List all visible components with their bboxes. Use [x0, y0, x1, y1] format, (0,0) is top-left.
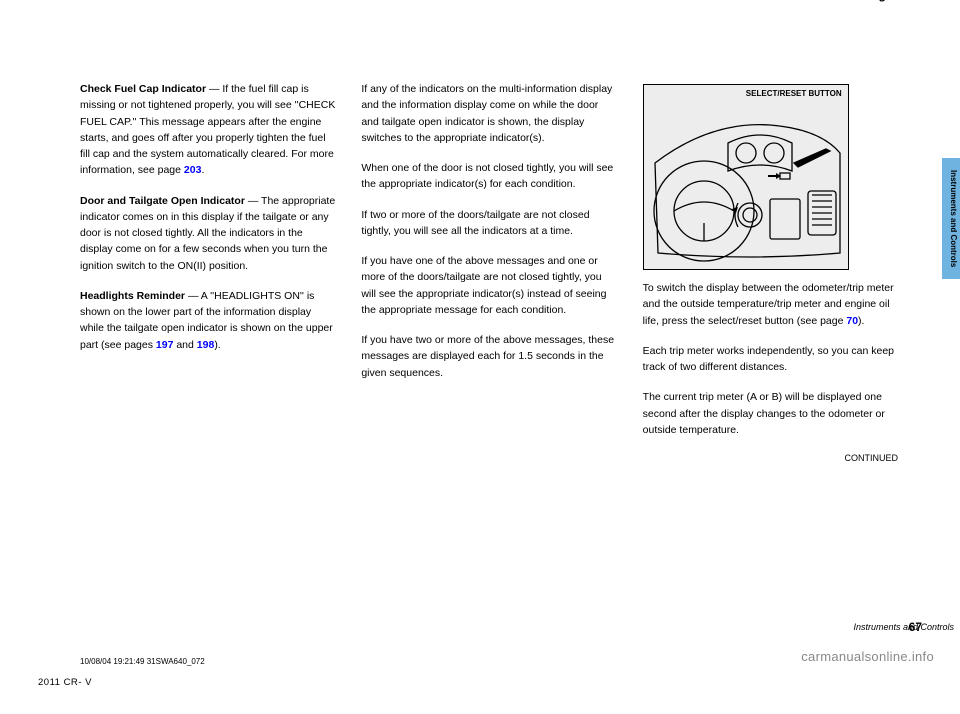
- para-door-tailgate: Door and Tailgate Open Indicator — The a…: [80, 193, 337, 274]
- pageref-198[interactable]: 198: [197, 339, 215, 351]
- page-body: Check Fuel Cap Indicator — If the fuel f…: [0, 6, 960, 506]
- illustration-caption: SELECT/RESET BUTTON: [746, 88, 842, 100]
- col2-p5: If you have two or more of the above mes…: [361, 332, 618, 381]
- continued-label: CONTINUED: [643, 452, 900, 466]
- col3-p3: The current trip meter (A or B) will be …: [643, 389, 900, 438]
- subhead-check-fuel-cap: Check Fuel Cap Indicator: [80, 83, 206, 95]
- dashboard-illustration: SELECT/RESET BUTTON: [643, 84, 849, 270]
- watermark: carmanualsonline.info: [801, 649, 934, 664]
- mid-and: and: [173, 339, 196, 351]
- page-number: 67: [909, 620, 922, 634]
- column-3: SELECT/RESET BUTTON: [643, 81, 900, 466]
- body-check-fuel-cap: — If the fuel fill cap is missing or not…: [80, 83, 335, 176]
- column-2: If any of the indicators on the multi-in…: [361, 81, 618, 466]
- side-tab: Instruments and Controls: [942, 158, 960, 279]
- column-1: Check Fuel Cap Indicator — If the fuel f…: [80, 81, 337, 466]
- col2-p2: When one of the door is not closed tight…: [361, 160, 618, 193]
- end-3: ).: [214, 339, 220, 351]
- footer-date: 10/08/04 19:21:49 31SWA640_072: [80, 657, 205, 666]
- subhead-headlights: Headlights Reminder: [80, 290, 185, 302]
- pageref-197[interactable]: 197: [156, 339, 174, 351]
- col2-p1: If any of the indicators on the multi-in…: [361, 81, 618, 146]
- dashboard-svg: [650, 103, 844, 265]
- col2-p4: If you have one of the above messages an…: [361, 253, 618, 318]
- col2-p3: If two or more of the doors/tailgate are…: [361, 207, 618, 240]
- chapter-label: Instruments and Controls: [853, 622, 954, 632]
- footer-toc: 2011 CR- V: [38, 677, 92, 688]
- pageref-70[interactable]: 70: [846, 315, 858, 327]
- col3-p1: To switch the display between the odomet…: [643, 280, 900, 329]
- para-check-fuel-cap: Check Fuel Cap Indicator — If the fuel f…: [80, 81, 337, 179]
- para-headlights: Headlights Reminder — A ''HEADLIGHTS ON'…: [80, 288, 337, 353]
- subhead-door-tailgate: Door and Tailgate Open Indicator: [80, 195, 245, 207]
- end-1: .: [201, 164, 204, 176]
- col3-p2: Each trip meter works independently, so …: [643, 343, 900, 376]
- col3-p1b: ).: [858, 315, 864, 327]
- pageref-203[interactable]: 203: [184, 164, 202, 176]
